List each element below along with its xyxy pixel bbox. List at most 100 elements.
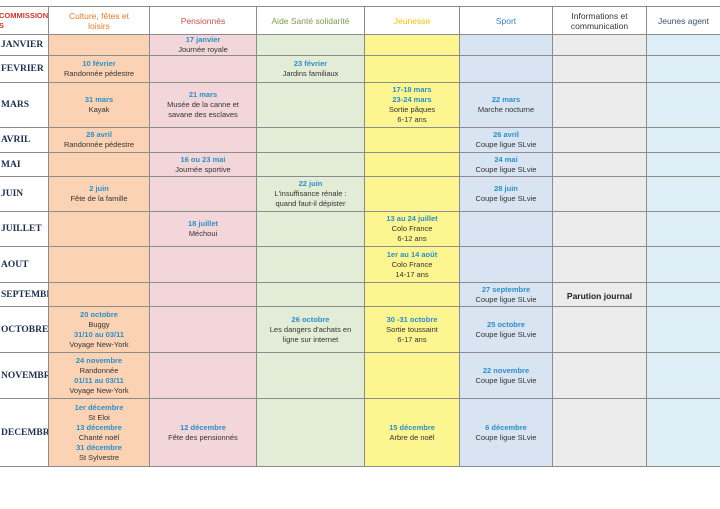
- event-text: Coupe ligue SLvie: [475, 329, 537, 339]
- table-row: AOUT 1er au 14 août Colo France 14-17 ans: [0, 246, 720, 283]
- month-label: JANVIER: [0, 34, 49, 56]
- event-text: Voyage New-York: [69, 385, 129, 395]
- event-cell: [364, 282, 460, 307]
- event-text: Marche nocturne: [477, 105, 535, 114]
- event-cell: 30 -31 octobre Sortie toussaint 6-17 ans: [364, 306, 460, 353]
- event-cell: [149, 176, 257, 212]
- event-cell: [149, 282, 257, 307]
- table-row: JANVIER 17 janvier Journée royale: [0, 34, 720, 56]
- event-date: 1er décembre: [74, 402, 124, 412]
- event-cell: 17-18 mars 23-24 mars Sortie pâques 6-17 an…: [364, 82, 460, 128]
- event-cell: [646, 152, 720, 177]
- event-date: 26 octobre: [291, 314, 330, 324]
- event-cell: 31 mars Kayak: [48, 82, 150, 128]
- event-cell: [48, 152, 150, 177]
- event-text: Sortie pâques: [388, 105, 436, 114]
- event-cell: [256, 127, 365, 153]
- event-cell: [48, 34, 150, 56]
- event-cell: [646, 282, 720, 307]
- event-cell: 18 juillet Méchoui: [149, 211, 257, 247]
- event-date: 24 novembre: [75, 355, 123, 365]
- event-cell: [646, 82, 720, 128]
- event-text: Colo France: [391, 224, 433, 233]
- event-cell: 28 avril Randonnée pédestre: [48, 127, 150, 153]
- event-cell: 22 novembre Coupe ligue SLvie: [459, 352, 553, 399]
- event-date: 26 avril: [493, 130, 519, 139]
- event-cell: [149, 246, 257, 283]
- column-header: Aide Santé solidarité: [256, 6, 365, 35]
- event-text: St Eloi: [88, 412, 110, 422]
- event-text: Randonnée pédestre: [63, 140, 135, 149]
- event-cell: [552, 55, 647, 83]
- event-date: 31 décembre: [76, 442, 122, 452]
- event-text: Coupe ligue SLvie: [475, 375, 537, 385]
- event-cell: [552, 127, 647, 153]
- event-cell: [552, 152, 647, 177]
- event-cell: [646, 176, 720, 212]
- event-cell: [256, 282, 365, 307]
- table-row: JUILLET 18 juillet Méchoui 13 au 24 juillet…: [0, 211, 720, 247]
- event-cell: 13 au 24 juillet Colo France 6-12 ans: [364, 211, 460, 247]
- event-text: Fête des pensionnés: [168, 432, 238, 442]
- event-cell: 17 janvier Journée royale: [149, 34, 257, 56]
- event-text: quand faut-il dépister: [275, 199, 346, 208]
- event-cell: 20 octobre Buggy 31/10 au 03/11 Voyage New-…: [48, 306, 150, 353]
- event-text: Randonnée pédestre: [63, 69, 135, 78]
- event-cell: [552, 398, 647, 467]
- event-text: Journée royale: [178, 45, 228, 54]
- event-cell: 21 mars Musée de la canne et savane des es…: [149, 82, 257, 128]
- event-cell: [256, 352, 365, 399]
- event-cell: 15 décembre Arbre de noël: [364, 398, 460, 467]
- month-label: JUILLET: [0, 211, 49, 247]
- event-cell: 25 octobre Coupe ligue SLvie: [459, 306, 553, 353]
- event-text: Fête de la famille: [70, 194, 128, 203]
- event-cell: 27 septembre Coupe ligue SLvie: [459, 282, 553, 307]
- event-cell: [459, 211, 553, 247]
- event-text: Coupe ligue SLvie: [475, 432, 537, 442]
- event-cell: 2 juin Fête de la famille: [48, 176, 150, 212]
- event-cell: [646, 34, 720, 56]
- event-cell: [552, 246, 647, 283]
- event-cell: [256, 246, 365, 283]
- month-label: AVRIL: [0, 127, 49, 153]
- calendar-table: COMMISSIONS SCulture, fêtes et loisirsPe…: [0, 6, 720, 467]
- event-cell: [149, 127, 257, 153]
- event-text: 6-12 ans: [397, 234, 427, 243]
- month-label: OCTOBRE: [0, 306, 49, 353]
- event-cell: 22 mars Marche nocturne: [459, 82, 553, 128]
- event-cell: [364, 176, 460, 212]
- event-cell: 24 mai Coupe ligue SLvie: [459, 152, 553, 177]
- event-cell: [646, 306, 720, 353]
- event-date: 6 décembre: [485, 422, 527, 432]
- event-text: Chanté noël: [78, 432, 120, 442]
- event-date: 12 décembre: [180, 422, 226, 432]
- event-cell: [364, 152, 460, 177]
- event-cell: [364, 55, 460, 83]
- event-text: St Sylvestre: [78, 452, 119, 462]
- month-label: JUIN: [0, 176, 49, 212]
- event-cell: [149, 352, 257, 399]
- event-date: 31/10 au 03/11: [73, 329, 125, 339]
- event-date: 23 février: [293, 59, 328, 68]
- event-cell: [646, 211, 720, 247]
- event-date: 1er au 14 août: [386, 249, 438, 259]
- event-cell: [552, 176, 647, 212]
- event-cell: 26 octobre Les dangers d'achats en ligne s…: [256, 306, 365, 353]
- event-cell: 22 juin L'insuffisance rénale : quand faut…: [256, 176, 365, 212]
- event-cell: 26 avril Coupe ligue SLvie: [459, 127, 553, 153]
- event-cell: Parution journal: [552, 282, 647, 307]
- event-date: 15 décembre: [389, 422, 435, 432]
- event-cell: [256, 211, 365, 247]
- event-text: Arbre de noël: [389, 432, 435, 442]
- event-text: savane des esclaves: [168, 110, 238, 119]
- event-date: 17 janvier: [185, 35, 221, 45]
- table-row: MARS 31 mars Kayak 21 mars Musée de la canne…: [0, 82, 720, 128]
- table-body: JANVIER 17 janvier Journée royale FEVRIER 10…: [0, 34, 720, 467]
- column-header: Culture, fêtes et loisirs: [48, 6, 150, 35]
- event-cell: [646, 127, 720, 153]
- event-cell: [459, 246, 553, 283]
- event-date: 24 mai: [494, 154, 518, 164]
- event-text: Randonnée: [79, 365, 119, 375]
